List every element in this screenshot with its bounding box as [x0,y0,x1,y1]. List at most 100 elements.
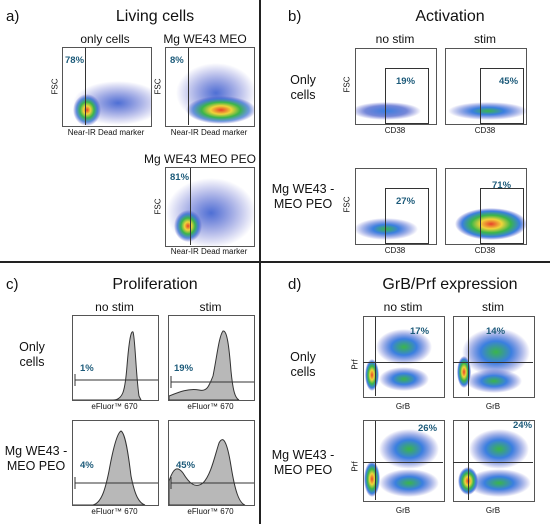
panel-d-row2: Mg WE43 - MEO PEO [271,448,335,477]
histogram-c2 [168,315,255,401]
density-plot [356,102,421,120]
plot-d1-ylabel: Prf [350,359,360,370]
plot-d3-xlabel: GrB [395,506,411,515]
histogram [169,330,254,400]
density-plot [176,63,254,124]
panel-b-row1: Only cells [290,73,316,102]
quadrant-line [453,362,533,363]
quadrant-line [468,317,469,396]
quadrant-line [468,421,469,500]
density-plot [356,218,418,240]
plot-d1-xlabel: GrB [395,402,411,411]
panel-c-row1: Only cells [19,340,45,369]
gate-line [85,48,86,125]
plot-a1-title: only cells [80,32,130,46]
density-plot [455,208,526,240]
plot-a1-pct: 78% [65,55,85,66]
panel-a-letter: a) [6,8,20,25]
plot-b2-pct: 45% [499,76,519,87]
plot-c2-xlabel: eFluor™ 670 [187,402,234,411]
plot-a1-xlabel: Near-IR Dead marker [67,128,145,137]
density-plot [364,429,439,497]
panel-c-col2: stim [199,300,222,314]
histogram [169,439,254,505]
density-plot [448,102,526,120]
plot-c3-pct: 4% [80,460,94,471]
histogram-c3 [72,420,159,506]
plot-d2-pct: 14% [486,326,506,337]
plot-a2-title: Mg WE43 MEO [163,32,247,46]
quadrant-line [363,462,443,463]
gate-box [385,188,429,244]
density-plot [73,81,151,126]
plot-c1-pct: 1% [80,363,94,374]
flow-plot-a1 [62,47,152,127]
plot-a3-ylabel: FSC [153,198,163,215]
flow-plot-d4 [453,420,535,502]
plot-b4-xlabel: CD38 [474,246,496,255]
histogram [73,430,158,505]
plot-d4-pct: 24% [513,420,533,431]
plot-a2-pct: 8% [170,55,184,66]
plot-d3-ylabel: Prf [350,461,360,472]
panel-c-row2: Mg WE43 - MEO PEO [4,444,68,473]
plot-a3-title: Mg WE43 MEO PEO [143,152,257,166]
panel-b-col2: stim [474,32,496,46]
flow-plot-d3 [363,420,445,502]
flow-plot-a3 [165,167,255,247]
plot-b2-xlabel: CD38 [474,126,496,135]
quadrant-line [453,462,533,463]
histogram-c4 [168,420,255,506]
plot-c1-xlabel: eFluor™ 670 [91,402,138,411]
flow-plot-d1 [363,316,445,398]
plot-a3-xlabel: Near-IR Dead marker [170,247,248,256]
horizontal-divider [0,261,550,263]
flow-plot-a2 [165,47,255,127]
gate-line [190,168,191,245]
plot-c4-pct: 45% [176,460,196,471]
gate-line [188,48,189,125]
quadrant-line [375,317,376,396]
flow-plot-d2 [453,316,535,398]
flow-plot-b3 [355,168,437,245]
panel-d-letter: d) [288,276,302,293]
flow-plot-b2 [445,48,527,125]
plot-a2-xlabel: Near-IR Dead marker [170,128,248,137]
plot-b4-pct: 71% [492,180,512,191]
plot-b3-ylabel: FSC [342,196,352,213]
histogram [73,331,158,400]
panel-d-col1: no stim [383,300,423,314]
density-plot [365,329,432,391]
plot-d1-pct: 17% [410,326,430,337]
panel-c-title: Proliferation [112,276,198,293]
flow-plot-b1 [355,48,437,125]
panel-c-col1: no stim [95,300,134,314]
panel-b-title: Activation [415,8,485,25]
plot-d4-xlabel: GrB [485,506,501,515]
gate-box [385,68,429,124]
panel-d-title: GrB/Prf expression [382,276,518,293]
plot-c2-pct: 19% [174,363,194,374]
panel-a-title: Living cells [115,8,195,25]
plot-a2-ylabel: FSC [153,78,163,95]
panel-b-row2: Mg WE43 - MEO PEO [271,182,335,211]
flow-plot-b4 [445,168,527,245]
plot-c4-xlabel: eFluor™ 670 [187,507,234,516]
plot-b3-xlabel: CD38 [384,246,406,255]
plot-b1-pct: 19% [396,76,416,87]
plot-b1-xlabel: CD38 [384,126,406,135]
panel-b-letter: b) [288,8,302,25]
panel-d-row1: Only cells [290,350,316,379]
density-plot [458,429,531,497]
density-plot [166,178,254,246]
gate-box [480,188,524,244]
quadrant-line [363,362,443,363]
quadrant-line [375,421,376,500]
panel-b-col1: no stim [375,32,415,46]
plot-d2-xlabel: GrB [485,402,501,411]
panel-d-col2: stim [482,300,504,314]
plot-d3-pct: 26% [418,423,438,434]
plot-b1-ylabel: FSC [342,76,352,93]
panel-c-letter: c) [6,276,19,293]
histogram-c1 [72,315,159,401]
